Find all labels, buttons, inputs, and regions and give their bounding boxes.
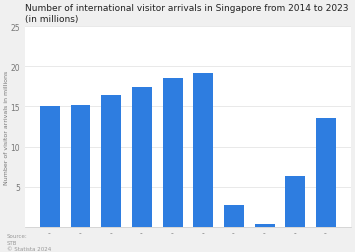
Text: Source:
STB
© Statista 2024: Source: STB © Statista 2024 bbox=[7, 233, 51, 251]
Bar bbox=[224, 205, 244, 227]
Bar bbox=[40, 106, 60, 227]
Bar bbox=[316, 118, 336, 227]
Y-axis label: Number of visitor arrivals in millions: Number of visitor arrivals in millions bbox=[4, 70, 9, 184]
Bar bbox=[101, 96, 121, 227]
Text: Number of international visitor arrivals in Singapore from 2014 to 2023 (in mill: Number of international visitor arrivals… bbox=[25, 4, 349, 23]
Bar bbox=[132, 88, 152, 227]
Bar bbox=[193, 74, 213, 227]
Bar bbox=[255, 224, 275, 227]
Bar bbox=[163, 79, 182, 227]
Bar bbox=[71, 105, 91, 227]
Bar bbox=[285, 176, 305, 227]
